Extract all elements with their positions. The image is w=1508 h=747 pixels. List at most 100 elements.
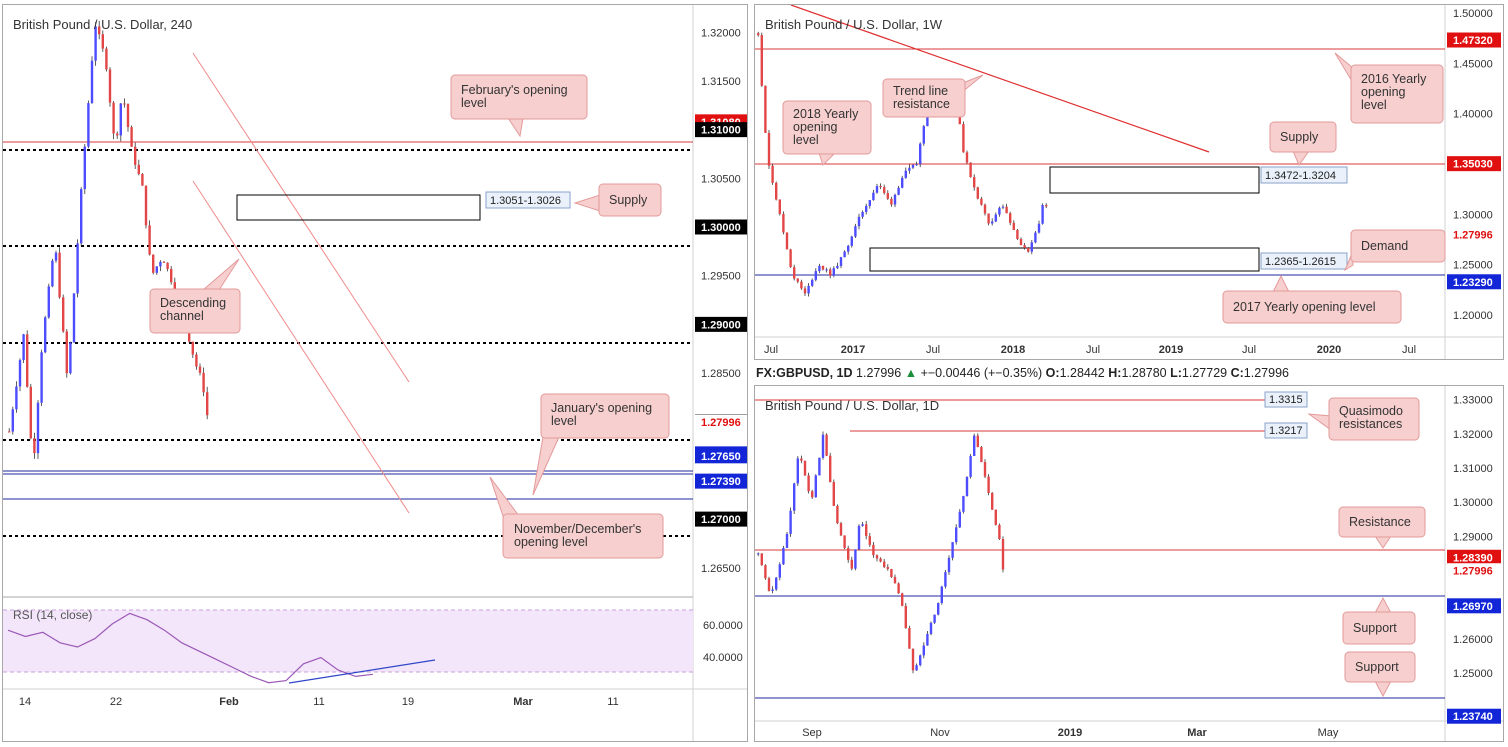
h4-candle-body — [29, 386, 32, 439]
d1-candle-body — [969, 456, 972, 477]
w1-time-tick: 2020 — [1317, 344, 1341, 356]
d1-candle-body — [929, 622, 933, 634]
h4-chart[interactable]: 1.3051-1.3026 RSI (14, close) 60.0000 40… — [3, 5, 748, 742]
d1-candle-body — [933, 614, 936, 623]
h4-zone-label-bg — [485, 191, 571, 209]
w1-candle-body — [811, 279, 814, 286]
w1-demand-zone — [869, 247, 1260, 272]
w1-time-tick: 2017 — [841, 344, 865, 356]
w1-candle-body — [1023, 245, 1026, 248]
h4-rsi-tick-60: 60.0000 — [703, 620, 743, 632]
h4-candle-body — [119, 103, 122, 136]
w1-candle-body — [872, 192, 875, 201]
h4-candle-body — [65, 331, 68, 374]
h4-candle-body — [51, 260, 54, 287]
w1-callout-trendline: Trend line resistance — [882, 74, 984, 118]
w1-candle-body — [818, 265, 821, 272]
symbol-label: FX:GBPUSD, 1D — [756, 366, 853, 380]
h4-candle-body — [166, 262, 169, 269]
d1-candle-body — [897, 583, 900, 594]
d1-chart-panel[interactable]: 1.3315 1.3217 Quasimodo resistances Resi… — [754, 385, 1504, 742]
d1-candle-body — [991, 492, 994, 510]
d1-time-axis[interactable]: Sep Nov 2019 Mar May — [802, 727, 1339, 739]
w1-time-axis[interactable]: Jul 2017 Jul 2018 Jul 2019 Jul 2020 Jul — [764, 344, 1416, 356]
w1-candle-body — [1009, 213, 1012, 223]
h4-time-axis[interactable]: 14 22 Feb 11 19 Mar 11 — [19, 696, 619, 708]
w1-candle-body — [883, 187, 886, 194]
svg-text:level: level — [793, 133, 819, 147]
w1-chart[interactable]: 1.3472-1.3204 1.2365-1.2615 Trend line r… — [755, 5, 1504, 360]
d1-candle-body — [832, 482, 835, 506]
h4-candle-body — [173, 282, 176, 293]
d1-callout-support-1: Support — [1342, 596, 1416, 645]
svg-text:opening: opening — [793, 120, 838, 134]
w1-candle-body — [893, 194, 897, 205]
w1-price-axis[interactable]: 1.50000 1.47320 1.45000 1.40000 1.35030 1.300… — [1447, 8, 1501, 322]
w1-price-tick: 1.30000 — [1453, 209, 1493, 221]
d1-price-tag-bg — [1447, 598, 1501, 614]
h4-candle-body — [94, 26, 97, 61]
d1-candle-body — [757, 553, 760, 555]
h4-price-tag-bg — [695, 473, 747, 489]
w1-candle-body — [915, 164, 918, 166]
h4-callout-february: February's opening level — [450, 74, 588, 138]
d1-price-axis[interactable]: 1.33000 1.32000 1.31000 1.30000 1.29000 1.283… — [1447, 395, 1501, 724]
d1-candle-body — [955, 527, 958, 543]
d1-candle-body — [861, 524, 864, 526]
w1-chart-panel[interactable]: 1.3472-1.3204 1.2365-1.2615 Trend line r… — [754, 4, 1504, 360]
svg-text:level: level — [551, 414, 577, 428]
change-value: +−0.00446 (+−0.35%) — [920, 366, 1043, 380]
d1-candle-body — [854, 549, 857, 569]
w1-candle-body — [825, 269, 828, 271]
w1-candle-body — [789, 249, 792, 268]
svg-text:level: level — [461, 96, 487, 110]
h4-rsi-line — [7, 612, 374, 684]
svg-text:Quasimodo: Quasimodo — [1339, 404, 1403, 418]
h4-time-tick: 22 — [110, 696, 122, 708]
d1-price-tick: 1.26970 — [1453, 601, 1493, 613]
svg-text:level: level — [1361, 98, 1387, 112]
d1-candle-body — [886, 567, 889, 570]
w1-candle-body — [771, 165, 774, 183]
w1-candle-body — [793, 267, 796, 279]
d1-candle-body — [771, 589, 774, 591]
w1-price-tick: 1.40000 — [1453, 109, 1493, 121]
w1-candle-body — [901, 177, 904, 188]
h4-candle-body — [69, 342, 72, 374]
w1-price-tick: 1.35030 — [1453, 159, 1493, 171]
h4-candle-body — [83, 146, 86, 190]
svg-text:opening: opening — [1361, 85, 1406, 99]
d1-price-tick: 1.33000 — [1453, 395, 1493, 407]
h4-candle-body — [148, 225, 151, 255]
d1-chart[interactable]: 1.3315 1.3217 Quasimodo resistances Resi… — [755, 386, 1504, 742]
d1-candle-body — [764, 565, 767, 579]
w1-callout-2016: 2016 Yearly opening level — [1334, 52, 1444, 124]
d1-candle-body — [785, 533, 789, 548]
h4-rsi-band — [3, 610, 693, 672]
d1-candle-body — [980, 447, 983, 463]
w1-candle-body — [983, 204, 987, 214]
d1-time-tick: 2019 — [1058, 727, 1082, 739]
d1-candle-body — [962, 496, 965, 512]
d1-candle-body — [994, 509, 997, 525]
d1-candle-body — [983, 462, 987, 477]
w1-price-tick: 1.45000 — [1453, 58, 1493, 70]
h4-candle-body — [195, 354, 198, 367]
d1-candle-body — [850, 559, 853, 569]
d1-candle-body — [847, 548, 850, 560]
d1-candle-body — [829, 455, 832, 483]
d1-price-tag-bg — [1447, 708, 1501, 724]
h4-price-tick: 1.29000 — [701, 319, 741, 331]
w1-price-tick: 1.20000 — [1453, 310, 1493, 322]
h4-price-tag-bg — [695, 316, 747, 332]
d1-tag-13315: 1.3315 — [1269, 394, 1303, 406]
h4-chart-panel[interactable]: 1.3051-1.3026 RSI (14, close) 60.0000 40… — [2, 4, 748, 742]
d1-candle-body — [814, 475, 817, 498]
close-value: 1.27996 — [1243, 366, 1289, 380]
d1-price-series — [757, 431, 1005, 674]
h4-price-axis[interactable]: 1.320001.315001.310801.310001.305001.300… — [695, 27, 748, 575]
h4-candle-body — [137, 164, 140, 175]
open-label: O: — [1045, 366, 1060, 380]
w1-candle-body — [962, 124, 965, 153]
w1-callout-demand: Demand — [1343, 229, 1446, 272]
